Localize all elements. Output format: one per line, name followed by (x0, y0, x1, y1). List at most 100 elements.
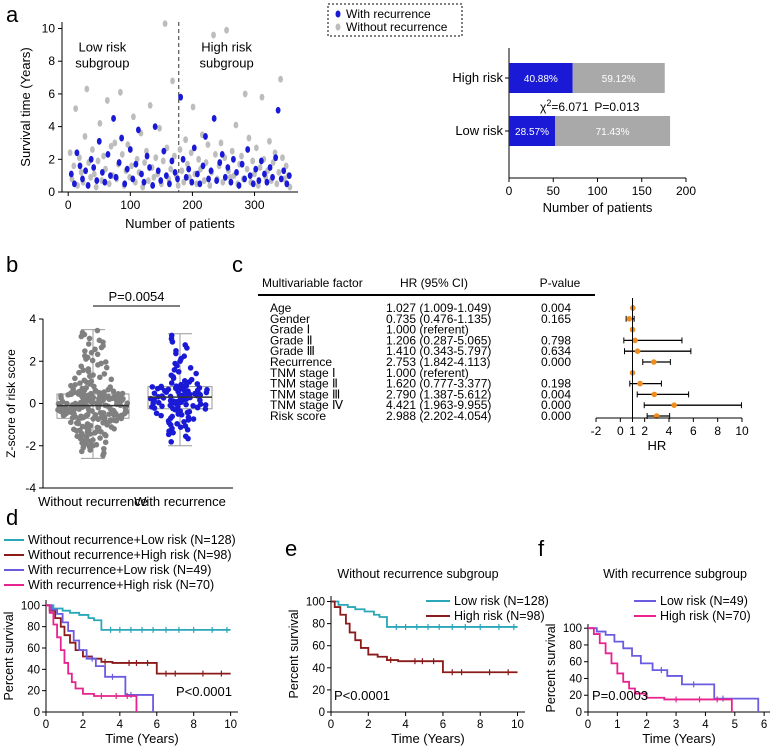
with-recurrence-point (161, 147, 167, 155)
with-recurrence-point (208, 167, 214, 175)
y-tick-label: 0 (576, 707, 582, 719)
bar-percent-label: 71.43% (596, 127, 630, 138)
with-recurrence-point (231, 155, 236, 163)
with-recurrence-point (96, 137, 102, 145)
risk-score-point (185, 414, 192, 421)
risk-score-point (159, 403, 165, 409)
risk-score-point (82, 348, 88, 354)
risk-score-point (149, 384, 156, 390)
without-recurrence-point (280, 154, 285, 162)
risk-score-point (85, 366, 92, 372)
legend-box (327, 3, 463, 37)
with-recurrence-point (194, 170, 200, 178)
risk-score-point (155, 399, 162, 406)
y-tick-label: 20 (27, 686, 40, 698)
risk-score-point (94, 351, 101, 358)
with-recurrence-point (278, 175, 284, 183)
risk-score-point (72, 375, 78, 382)
y-tick-label: -4 (25, 481, 36, 495)
risk-score-point (101, 389, 107, 395)
hr-point (651, 391, 658, 398)
without-recurrence-point (170, 77, 175, 85)
risk-score-point (202, 406, 209, 412)
risk-score-point (88, 390, 94, 397)
legend-label: With recurrence+High risk (N=70) (28, 578, 214, 592)
hr-point (671, 402, 677, 409)
with-recurrence-point (239, 160, 245, 168)
x-tick-label: 4 (702, 719, 709, 731)
with-recurrence-point (275, 106, 281, 114)
y-tick-label: 4 (48, 120, 55, 134)
risk-score-point (88, 349, 95, 356)
y-tick-label: 60 (27, 643, 40, 655)
y-tick-label: 100 (306, 597, 325, 609)
with-recurrence-point (119, 134, 125, 142)
without-recurrence-point (162, 20, 168, 28)
risk-score-point (174, 421, 180, 427)
without-recurrence-point (267, 137, 272, 145)
with-recurrence-point (88, 155, 94, 163)
with-recurrence-point (256, 177, 262, 184)
table-header-hr: HR (95% CI) (400, 276, 468, 290)
factor-label: Grade Ⅲ (270, 344, 315, 358)
y-tick-label: 10 (42, 22, 56, 36)
hr-ci-text: 1.000 (referent) (386, 323, 469, 337)
without-recurrence-point (283, 162, 289, 170)
y-tick-label: 20 (312, 685, 325, 697)
p-value: P=0.013 (594, 100, 639, 114)
x-axis-label: HR (647, 438, 666, 453)
without-recurrence-point (246, 134, 252, 142)
with-recurrence-point (211, 115, 217, 122)
with-recurrence-point (147, 164, 152, 171)
risk-score-point (102, 359, 109, 365)
panel-label-d: d (6, 505, 18, 530)
x-axis-label: Time (Years) (105, 731, 178, 746)
y-tick-label: 40 (569, 673, 582, 685)
survival-curve (46, 604, 231, 631)
chart-title: With recurrence subgroup (603, 567, 747, 581)
factor-label: TNM stage Ⅲ (270, 387, 340, 401)
risk-score-point (115, 391, 121, 397)
with-recurrence-point (130, 175, 136, 183)
with-recurrence-point (264, 178, 270, 186)
hr-point (653, 413, 660, 419)
risk-score-point (67, 419, 74, 426)
risk-score-point (108, 376, 115, 383)
y-tick-label: 40 (27, 664, 40, 676)
x-tick-label: 50 (547, 184, 561, 198)
y-tick-label: 80 (27, 622, 40, 634)
legend-label: Low risk (N=49) (660, 594, 748, 608)
risk-score-point (82, 353, 88, 359)
without-recurrence-point (95, 157, 101, 165)
with-recurrence-point (286, 172, 292, 180)
risk-score-point (190, 416, 197, 422)
risk-score-point (178, 381, 184, 388)
y-tick-label: 0 (34, 707, 40, 719)
x-tick-label: 8 (477, 719, 483, 731)
risk-score-point (183, 401, 189, 408)
km-without-recurrence-panel: 0 20 40 60 80 100 0 2 4 6 8 10 Time (Years) Percent s… (287, 567, 549, 746)
legend-label: With recurrence+Low risk (N=49) (28, 563, 211, 577)
table-header-factor: Multivariable factor (262, 276, 363, 290)
hr-ci-text: 2.753 (1.842-4.113) (386, 355, 491, 369)
without-recurrence-point (239, 152, 244, 160)
without-recurrence-point (201, 177, 207, 184)
risk-score-point (153, 410, 160, 417)
without-recurrence-point (88, 173, 93, 181)
p-value-text: 0.004 (541, 301, 571, 315)
with-recurrence-point (214, 177, 220, 184)
without-recurrence-point (67, 149, 73, 157)
risk-score-point (181, 419, 187, 425)
chi-value: =6.071 (551, 100, 588, 114)
with-recurrence-point (169, 157, 175, 165)
risk-score-point (165, 386, 172, 393)
without-recurrence-point (181, 178, 187, 186)
risk-score-point (124, 400, 131, 406)
x-tick-label: 300 (245, 198, 265, 212)
with-recurrence-point (200, 162, 206, 170)
p-value-text: 0.000 (541, 409, 571, 423)
x-tick-label: 0 (328, 719, 334, 731)
legend-label: Without recurrence+Low risk (N=128) (28, 533, 236, 547)
with-recurrence-point (253, 165, 259, 173)
